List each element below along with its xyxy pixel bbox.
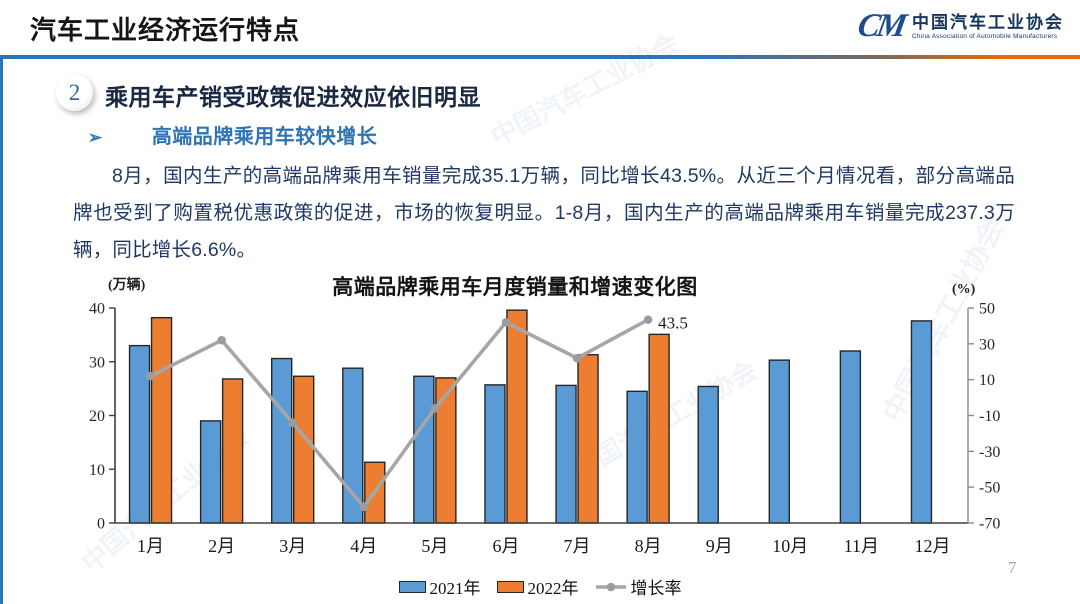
x-label-12月: 12月	[914, 536, 950, 556]
x-label-4月: 4月	[350, 536, 377, 556]
right-tick-label: 10	[979, 372, 995, 389]
bar-2022年-7月	[577, 354, 599, 524]
sub-bullet-label: 高端品牌乘用车较快增长	[151, 126, 378, 148]
bar-2022年-5月	[435, 377, 457, 524]
growth-line-marker	[217, 335, 226, 345]
x-label-11月: 11月	[844, 536, 879, 556]
sub-bullet: ➢ 高端品牌乘用车较快增长	[88, 120, 377, 149]
left-tick-label: 40	[89, 301, 105, 318]
growth-line-marker	[430, 404, 440, 413]
right-tick-label: -10	[979, 408, 1000, 425]
logo-name-en: China Association of Automobile Manufact…	[912, 32, 1058, 40]
legend-label: 增长率	[630, 579, 682, 598]
logo-text: 中国汽车工业协会 China Association of Automobile…	[912, 13, 1064, 40]
left-tick-label: 20	[89, 408, 105, 425]
growth-line	[149, 318, 649, 510]
page-number: 7	[1008, 558, 1017, 577]
x-label-8月: 8月	[635, 536, 662, 556]
x-label-9月: 9月	[706, 536, 733, 556]
bar-2022年-8月	[648, 333, 670, 524]
bar-2022年-6月	[506, 309, 528, 524]
bar-2021年-5月	[413, 375, 435, 524]
growth-annotation: 43.5	[658, 314, 688, 333]
bar-2021年-12月	[910, 320, 933, 524]
growth-line-marker	[146, 371, 155, 381]
legend-line-marker-icon	[595, 582, 626, 591]
x-label-10月: 10月	[772, 536, 808, 556]
bar-2021年-11月	[839, 350, 862, 524]
legend-swatch-icon	[398, 580, 426, 593]
bar-2021年-7月	[555, 384, 577, 524]
growth-line-marker	[359, 502, 369, 512]
left-accent-bar	[0, 55, 3, 604]
left-tick-label: 10	[89, 462, 105, 479]
x-label-5月: 5月	[421, 536, 448, 556]
bar-2021年-2月	[199, 420, 222, 524]
chart-legend: 2021年 2022年 增长率	[0, 574, 1080, 599]
bar-2022年-1月	[150, 316, 173, 524]
bar-2021年-8月	[626, 390, 648, 524]
chart-title: 高端品牌乘用车月度销量和增速变化图	[332, 276, 698, 299]
right-tick-label: -30	[979, 444, 1000, 461]
legend-item-2022年: 2022年	[496, 574, 579, 599]
right-tick-label: 50	[979, 301, 995, 318]
header-divider	[0, 55, 1080, 59]
bar-2022年-2月	[221, 378, 244, 524]
growth-line-marker	[501, 318, 511, 327]
left-tick-label: 0	[97, 516, 105, 533]
growth-line-marker	[643, 315, 653, 324]
legend-label: 2022年	[527, 579, 579, 598]
bar-2021年-10月	[768, 359, 790, 524]
page-title: 汽车工业经济运行特点	[30, 15, 301, 45]
x-label-3月: 3月	[279, 536, 306, 556]
x-label-7月: 7月	[564, 536, 591, 556]
section-heading: 乘用车产销受政策促进效应依旧明显	[105, 84, 481, 110]
bar-2021年-9月	[697, 385, 719, 524]
right-axis-unit: (%)	[952, 282, 976, 297]
org-logo: CM 中国汽车工业协会 China Association of Automob…	[855, 8, 1064, 44]
x-label-1月: 1月	[137, 536, 164, 556]
bar-2022年-3月	[293, 375, 315, 524]
legend-item-2021年: 2021年	[398, 574, 481, 599]
right-tick-label: -70	[979, 516, 1000, 533]
arrow-bullet-icon: ➢	[88, 128, 103, 147]
x-label-2月: 2月	[208, 536, 235, 556]
bar-2021年-3月	[271, 357, 293, 524]
legend-label: 2021年	[429, 579, 481, 598]
x-label-6月: 6月	[492, 536, 519, 556]
body-paragraph: 8月，国内生产的高端品牌乘用车销量完成35.1万辆，同比增长43.5%。从近三个…	[73, 165, 1015, 261]
right-tick-label: -50	[979, 480, 1000, 497]
bar-2021年-6月	[484, 384, 506, 524]
bar-2021年-1月	[128, 344, 151, 524]
left-axis-unit: (万辆)	[108, 278, 146, 293]
legend-swatch-icon	[496, 580, 524, 593]
left-tick-label: 30	[89, 354, 105, 371]
growth-line-marker	[572, 353, 582, 363]
growth-line-marker	[288, 418, 298, 427]
section-number-badge: 2	[56, 74, 93, 111]
logo-name-cn: 中国汽车工业协会	[912, 12, 1064, 32]
right-tick-label: 30	[979, 336, 995, 353]
legend-item-增长率: 增长率	[595, 574, 682, 599]
